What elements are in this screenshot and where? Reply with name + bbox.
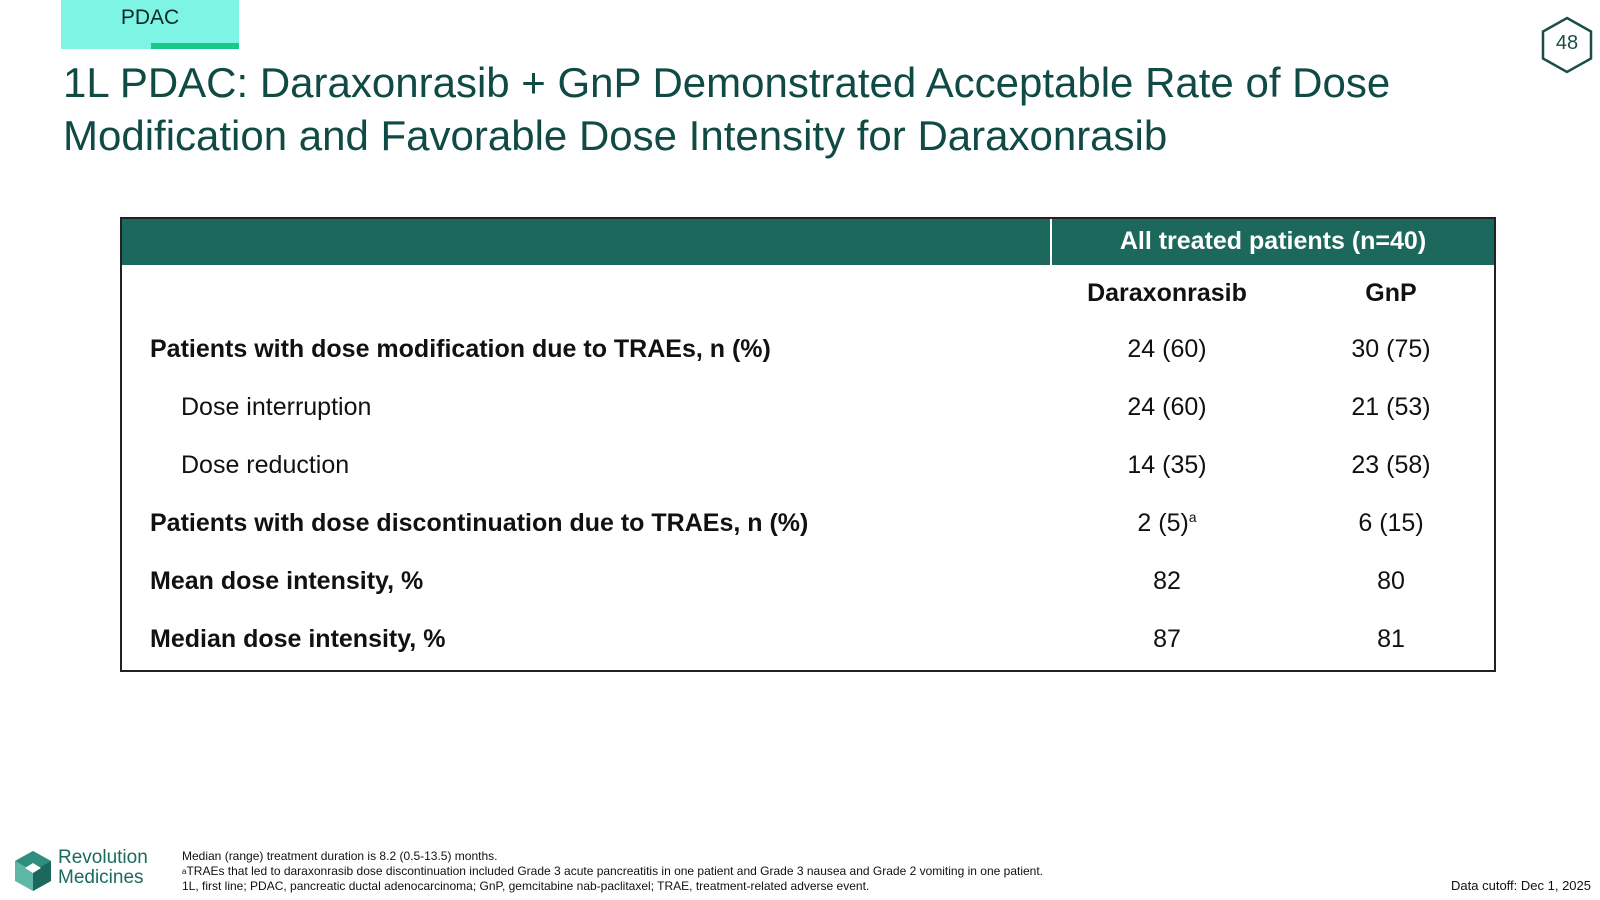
logo-mark-icon xyxy=(15,851,51,891)
row-value-daraxonrasib: 2 (5)a xyxy=(1037,509,1297,538)
hexagon-icon xyxy=(1541,16,1593,74)
row-label: Patients with dose discontinuation due t… xyxy=(150,509,809,537)
table-row: Dose interruption 24 (60) 21 (53) xyxy=(122,393,1494,427)
page-number: 48 xyxy=(1555,32,1579,54)
column-header-daraxonrasib: Daraxonrasib xyxy=(1087,279,1247,307)
logo-line-1: Revolution xyxy=(58,847,148,868)
row-value-text: 2 (5) xyxy=(1137,509,1189,537)
footnote-line: 1L, first line; PDAC, pancreatic ductal … xyxy=(182,879,870,893)
table-row: Patients with dose modification due to T… xyxy=(122,335,1494,369)
page-number-badge: 48 xyxy=(1538,16,1596,74)
row-value-gnp: 21 (53) xyxy=(1351,393,1431,421)
footnote-marker: a xyxy=(182,867,187,876)
row-label: Patients with dose modification due to T… xyxy=(150,335,771,363)
row-value-daraxonrasib: 24 (60) xyxy=(1127,335,1207,363)
footnotes: Median (range) treatment duration is 8.2… xyxy=(182,849,1043,894)
section-tag: PDAC xyxy=(61,0,239,49)
slide-title: 1L PDAC: Daraxonrasib + GnP Demonstrated… xyxy=(63,59,1391,159)
row-value-daraxonrasib: 87 xyxy=(1153,625,1181,653)
company-logo: Revolution Medicines xyxy=(14,848,174,896)
table-header-divider xyxy=(1050,219,1052,265)
logo-wordmark: Revolution Medicines xyxy=(58,848,148,888)
table-row: Dose reduction 14 (35) 23 (58) xyxy=(122,451,1494,485)
column-header-gnp: GnP xyxy=(1365,279,1417,307)
section-tag-label: PDAC xyxy=(120,6,180,29)
row-label: Median dose intensity, % xyxy=(150,625,446,653)
footnote-text: TRAEs that led to daraxonrasib dose disc… xyxy=(186,864,1044,878)
row-value-gnp: 23 (58) xyxy=(1351,451,1431,479)
table-row: Patients with dose discontinuation due t… xyxy=(122,509,1494,543)
footnote-line: Median (range) treatment duration is 8.2… xyxy=(182,849,498,863)
table-group-header: All treated patients (n=40) xyxy=(1119,227,1427,255)
row-value-gnp: 6 (15) xyxy=(1358,509,1424,537)
row-label: Mean dose intensity, % xyxy=(150,567,424,595)
row-value-gnp: 80 xyxy=(1377,567,1405,595)
row-value-gnp: 30 (75) xyxy=(1351,335,1431,363)
row-value-gnp: 81 xyxy=(1377,625,1405,653)
row-value-daraxonrasib: 82 xyxy=(1153,567,1181,595)
section-tag-accent-bar xyxy=(151,43,239,49)
row-label: Dose interruption xyxy=(181,393,372,421)
data-cutoff: Data cutoff: Dec 1, 2025 xyxy=(1451,878,1591,893)
row-value-daraxonrasib: 14 (35) xyxy=(1127,451,1207,479)
table-row: Median dose intensity, % 87 81 xyxy=(122,625,1494,659)
row-value-daraxonrasib: 24 (60) xyxy=(1127,393,1207,421)
logo-line-2: Medicines xyxy=(58,867,144,888)
row-label: Dose reduction xyxy=(181,451,350,479)
footnote-line: aTRAEs that led to daraxonrasib dose dis… xyxy=(182,864,1043,879)
table-header-bar: All treated patients (n=40) xyxy=(122,219,1494,265)
footnote-marker: a xyxy=(1188,509,1197,525)
dose-modification-table: All treated patients (n=40) Daraxonrasib… xyxy=(120,217,1496,672)
table-row: Mean dose intensity, % 82 80 xyxy=(122,567,1494,601)
